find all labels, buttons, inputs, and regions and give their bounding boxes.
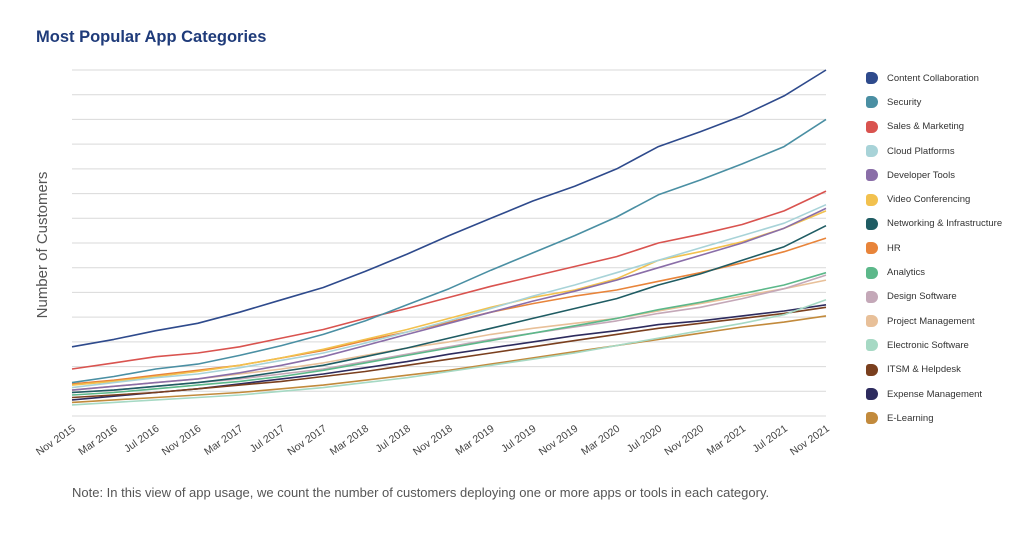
legend-label: Analytics bbox=[887, 267, 926, 279]
legend-item: Developer Tools bbox=[866, 163, 1002, 187]
legend-swatch bbox=[866, 169, 878, 182]
legend-label: Video Conferencing bbox=[887, 194, 971, 206]
legend-label: ITSM & Helpdesk bbox=[887, 364, 961, 376]
legend-label: HR bbox=[887, 242, 901, 254]
legend-swatch bbox=[866, 363, 878, 376]
legend-swatch bbox=[866, 290, 878, 303]
legend-label: Project Management bbox=[887, 315, 975, 327]
legend-label: Networking & Infrastructure bbox=[887, 218, 1003, 230]
x-tick-label: Mar 2016 bbox=[76, 423, 119, 458]
legend-swatch bbox=[866, 242, 878, 255]
legend-label: E-Learning bbox=[887, 412, 934, 424]
legend-swatch bbox=[866, 193, 878, 206]
legend-item: HR bbox=[866, 236, 1002, 260]
legend-label: Developer Tools bbox=[887, 169, 955, 181]
legend-item: Content Collaboration bbox=[866, 66, 1002, 90]
chart-note: Note: In this view of app usage, we coun… bbox=[72, 485, 770, 500]
legend-label: Design Software bbox=[887, 291, 957, 303]
legend-swatch bbox=[866, 315, 878, 328]
x-tick-label: Nov 2018 bbox=[411, 423, 455, 459]
legend-item: Networking & Infrastructure bbox=[866, 212, 1002, 236]
series-line-electronic-software bbox=[71, 299, 827, 406]
legend-item: Analytics bbox=[866, 260, 1002, 284]
series-line-cloud-platforms bbox=[71, 203, 827, 389]
series-line-security bbox=[71, 118, 827, 384]
series-line-developer-tools bbox=[71, 207, 827, 391]
series-line-content-collaboration bbox=[71, 69, 827, 348]
legend-swatch bbox=[866, 96, 878, 109]
legend-swatch bbox=[866, 145, 878, 158]
legend-item: Cloud Platforms bbox=[866, 139, 1002, 163]
legend-label: Expense Management bbox=[887, 388, 983, 400]
legend-item: Security bbox=[866, 90, 1002, 114]
legend-label: Security bbox=[887, 96, 922, 108]
legend-item: Expense Management bbox=[866, 382, 1002, 406]
x-tick-label: Jul 2019 bbox=[499, 423, 539, 456]
x-tick-label: Mar 2021 bbox=[705, 423, 748, 458]
legend-label: Cloud Platforms bbox=[887, 145, 955, 157]
x-tick-label: Mar 2018 bbox=[328, 423, 371, 458]
legend-item: Sales & Marketing bbox=[866, 115, 1002, 139]
legend-swatch bbox=[866, 120, 878, 133]
legend-swatch bbox=[866, 217, 878, 230]
x-tick-label: Nov 2020 bbox=[662, 423, 706, 459]
series-line-hr bbox=[71, 237, 827, 385]
x-tick-label: Jul 2017 bbox=[248, 423, 288, 456]
x-tick-label: Mar 2019 bbox=[453, 423, 496, 458]
series-line-itsm-helpdesk bbox=[71, 306, 827, 399]
legend-item: Design Software bbox=[866, 285, 1002, 309]
x-tick-label: Nov 2021 bbox=[788, 423, 832, 459]
series-line-e-learning bbox=[71, 315, 827, 404]
x-tick-label: Jul 2020 bbox=[625, 423, 665, 456]
x-tick-label: Mar 2020 bbox=[579, 423, 622, 458]
x-tick-label: Jul 2021 bbox=[750, 423, 790, 456]
legend-label: Sales & Marketing bbox=[887, 121, 965, 133]
legend-item: Electronic Software bbox=[866, 333, 1002, 357]
x-tick-label: Nov 2017 bbox=[285, 423, 329, 459]
chart-legend: Content Collaboration Security Sales & Mar… bbox=[866, 66, 1002, 430]
legend-item: Project Management bbox=[866, 309, 1002, 333]
legend-swatch bbox=[866, 72, 878, 85]
legend-swatch bbox=[866, 266, 878, 279]
x-tick-label: Nov 2015 bbox=[34, 423, 78, 459]
legend-swatch bbox=[866, 412, 878, 425]
legend-swatch bbox=[866, 339, 878, 352]
x-tick-label: Nov 2019 bbox=[537, 423, 581, 459]
x-tick-label: Nov 2016 bbox=[160, 423, 204, 459]
y-axis-label: Number of Customers bbox=[34, 172, 51, 319]
legend-item: Video Conferencing bbox=[866, 187, 1002, 211]
series-line-video-conferencing bbox=[71, 210, 827, 386]
x-tick-label: Mar 2017 bbox=[202, 423, 245, 458]
legend-item: E-Learning bbox=[866, 406, 1002, 430]
x-tick-label: Jul 2016 bbox=[122, 423, 162, 456]
series-line-sales-marketing bbox=[71, 190, 827, 370]
legend-swatch bbox=[866, 388, 878, 400]
legend-label: Electronic Software bbox=[887, 339, 969, 351]
x-tick-label: Jul 2018 bbox=[373, 423, 413, 456]
series-line-networking-infrastructure bbox=[71, 224, 827, 394]
series-line-analytics bbox=[71, 271, 827, 396]
legend-item: ITSM & Helpdesk bbox=[866, 358, 1002, 382]
legend-label: Content Collaboration bbox=[887, 72, 979, 84]
chart-title: Most Popular App Categories bbox=[36, 28, 267, 46]
